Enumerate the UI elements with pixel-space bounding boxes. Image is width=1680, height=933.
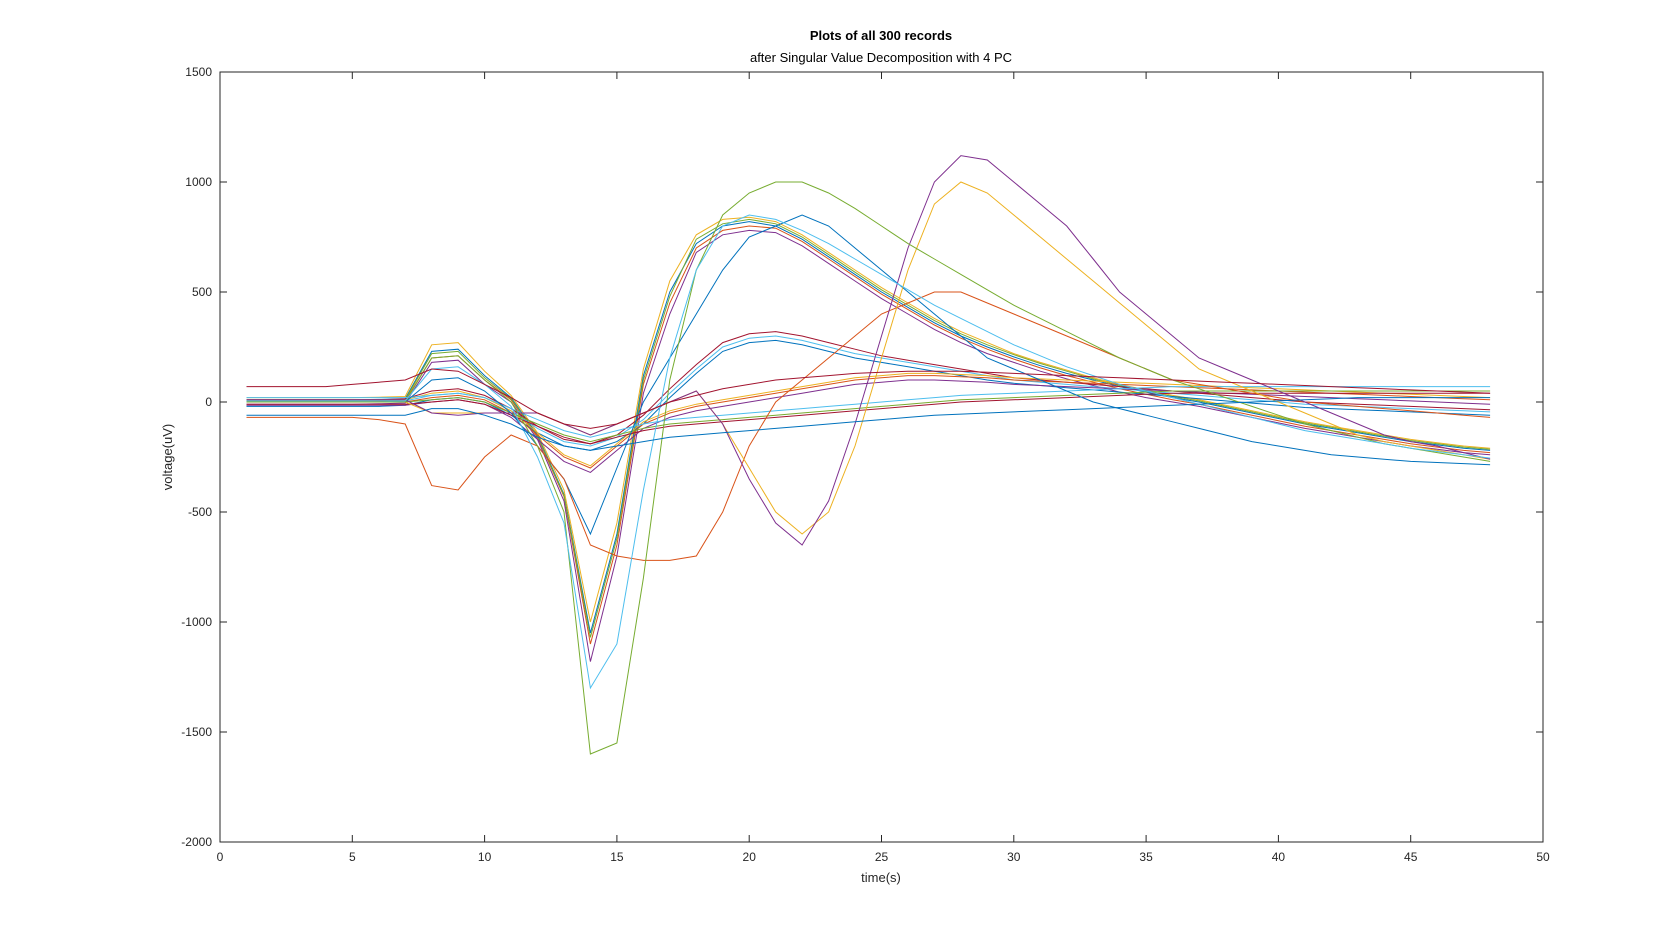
record-line: [246, 291, 1491, 561]
axes-box: [219, 71, 1544, 843]
plot-lines: [246, 155, 1491, 755]
y-tick-label: -500: [188, 505, 212, 519]
y-tick-label: -1000: [181, 615, 212, 629]
chart-title: Plots of all 300 records: [810, 28, 952, 43]
x-tick-label: 50: [1536, 850, 1550, 864]
y-axis: -2000 -1500 -1000 -500 0 500 1000 1500: [181, 65, 1543, 849]
record-line: [246, 216, 1491, 623]
x-tick-label: 30: [1007, 850, 1021, 864]
record-line: [246, 390, 1491, 443]
record-line: [246, 155, 1491, 546]
record-line: [246, 331, 1491, 445]
record-line: [246, 229, 1491, 662]
record-line: [246, 214, 1491, 536]
x-tick-label: 35: [1139, 850, 1153, 864]
y-tick-label: 1000: [185, 175, 212, 189]
x-axis: 0 5 10 15 20 25 30 35 40 45 50: [217, 72, 1550, 864]
chart-subtitle: after Singular Value Decomposition with …: [750, 50, 1012, 65]
record-line: [246, 181, 1491, 755]
record-line: [246, 372, 1491, 467]
record-line: [246, 386, 1491, 438]
x-tick-label: 40: [1272, 850, 1286, 864]
record-line: [246, 221, 1491, 634]
y-tick-label: -1500: [181, 725, 212, 739]
x-tick-label: 5: [349, 850, 356, 864]
y-tick-label: 1500: [185, 65, 212, 79]
record-line: [246, 214, 1491, 690]
x-tick-label: 20: [743, 850, 757, 864]
x-tick-label: 15: [610, 850, 624, 864]
y-tick-label: -2000: [181, 835, 212, 849]
record-line: [246, 368, 1491, 429]
y-tick-label: 500: [192, 285, 212, 299]
x-tick-label: 10: [478, 850, 492, 864]
record-line: [246, 225, 1491, 645]
y-axis-label: voltage(uV): [160, 424, 175, 490]
x-axis-label: time(s): [861, 870, 901, 885]
x-tick-label: 45: [1404, 850, 1418, 864]
record-line: [246, 218, 1491, 638]
x-tick-label: 25: [875, 850, 889, 864]
y-tick-label: 0: [205, 395, 212, 409]
record-line: [246, 181, 1491, 535]
record-line: [246, 397, 1491, 451]
x-tick-label: 0: [217, 850, 224, 864]
